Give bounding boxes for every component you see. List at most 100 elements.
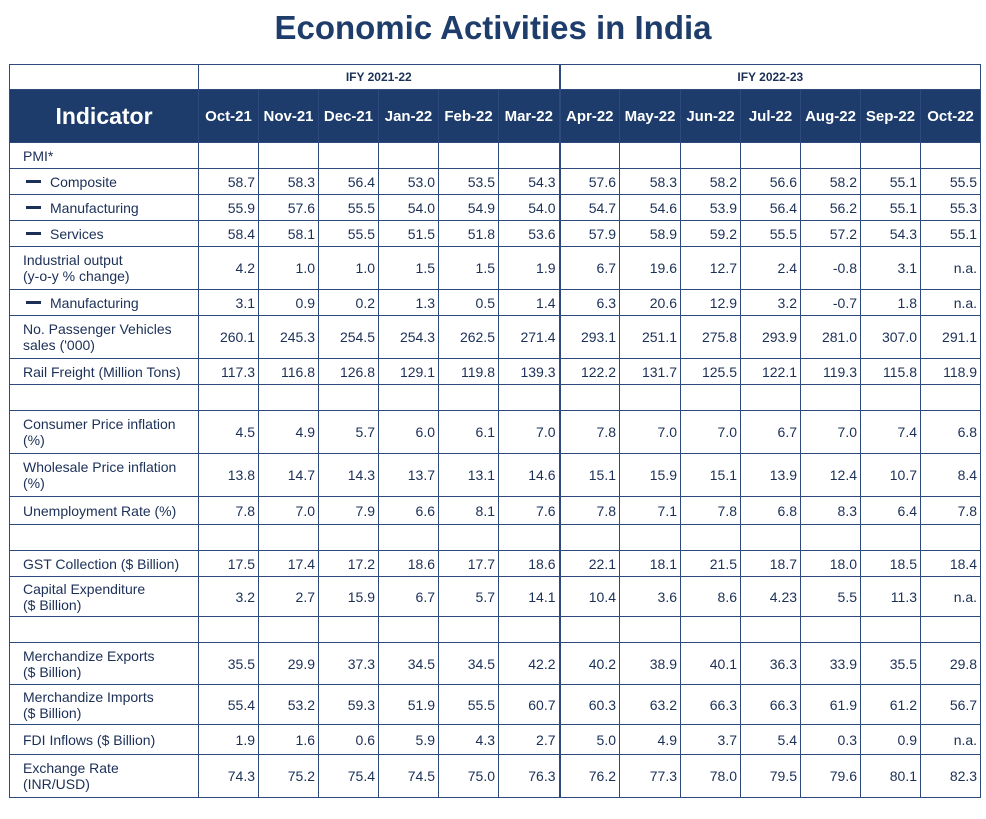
value-cell: n.a. bbox=[920, 246, 982, 290]
value-cell: 10.7 bbox=[860, 453, 922, 497]
value-cell: 59.2 bbox=[680, 220, 742, 247]
value-cell: 75.4 bbox=[318, 754, 379, 798]
row-label-text: Merchandize Imports bbox=[23, 688, 154, 705]
table-row: No. Passenger Vehicles sales ('000) 260.1 2… bbox=[9, 315, 982, 359]
value-cell: 0.3 bbox=[800, 724, 862, 755]
value-cell: 60.3 bbox=[558, 684, 621, 725]
value-cell: 1.6 bbox=[258, 724, 319, 755]
row-label: Composite bbox=[9, 168, 199, 195]
value-cell: 35.5 bbox=[860, 642, 922, 685]
month-header: Apr-22 bbox=[558, 89, 621, 143]
value-cell: 51.5 bbox=[378, 220, 439, 247]
value-cell: 129.1 bbox=[378, 358, 439, 385]
value-cell: 4.23 bbox=[740, 576, 802, 617]
table-row: Merchandize Imports ($ Billion) 55.4 53.2 59… bbox=[9, 684, 982, 725]
value-cell: 15.9 bbox=[619, 453, 682, 497]
value-cell: 2.7 bbox=[258, 576, 319, 617]
value-cell bbox=[800, 616, 862, 643]
value-cell: 66.3 bbox=[740, 684, 802, 725]
value-cell bbox=[378, 384, 439, 411]
value-cell: 14.1 bbox=[497, 576, 561, 617]
value-cell: 53.5 bbox=[438, 168, 499, 195]
value-cell bbox=[198, 616, 259, 643]
value-cell bbox=[740, 142, 802, 169]
group-ify-2022-23: IFY 2022-23 bbox=[558, 64, 982, 90]
value-cell: 254.5 bbox=[318, 315, 379, 359]
value-cell: 18.7 bbox=[740, 550, 802, 577]
value-cell: 40.1 bbox=[680, 642, 742, 685]
value-cell: 22.1 bbox=[558, 550, 621, 577]
value-cell: 6.1 bbox=[438, 410, 499, 454]
value-cell: 57.2 bbox=[800, 220, 862, 247]
value-cell: 76.3 bbox=[497, 754, 561, 798]
value-cell: 7.6 bbox=[497, 496, 561, 525]
value-cell: 14.3 bbox=[318, 453, 379, 497]
value-cell bbox=[860, 384, 922, 411]
table-row: Rail Freight (Million Tons) 117.3 116.8 126… bbox=[9, 358, 982, 385]
value-cell: 18.1 bbox=[619, 550, 682, 577]
value-cell: 54.9 bbox=[438, 194, 499, 221]
row-label: Rail Freight (Million Tons) bbox=[9, 358, 199, 385]
value-cell: 0.9 bbox=[258, 289, 319, 316]
row-label-unit: ($ Billion) bbox=[23, 596, 82, 613]
table-row: Manufacturing 55.9 57.6 55.5 54.0 54.9 54.0 54.… bbox=[9, 194, 982, 221]
value-cell: 5.4 bbox=[740, 724, 802, 755]
row-label: FDI Inflows ($ Billion) bbox=[9, 724, 199, 755]
page-title: Economic Activities in India bbox=[274, 9, 712, 46]
value-cell: 35.5 bbox=[198, 642, 259, 685]
dash-bullet-icon bbox=[26, 301, 41, 305]
value-cell: 6.8 bbox=[920, 410, 982, 454]
value-cell: 75.2 bbox=[258, 754, 319, 798]
row-label-unit: (%) bbox=[23, 475, 45, 491]
value-cell: 3.1 bbox=[860, 246, 922, 290]
value-cell bbox=[198, 384, 259, 411]
value-cell: 0.6 bbox=[318, 724, 379, 755]
value-cell bbox=[497, 524, 561, 551]
value-cell bbox=[318, 616, 379, 643]
row-label: Consumer Price inflation (%) bbox=[9, 410, 199, 454]
value-cell: 77.3 bbox=[619, 754, 682, 798]
value-cell: 56.6 bbox=[740, 168, 802, 195]
row-label-text: Manufacturing bbox=[50, 199, 139, 216]
value-cell: 53.6 bbox=[497, 220, 561, 247]
month-header: Dec-21 bbox=[318, 89, 379, 143]
value-cell: 13.7 bbox=[378, 453, 439, 497]
value-cell: 10.4 bbox=[558, 576, 621, 617]
value-cell: 7.9 bbox=[318, 496, 379, 525]
value-cell: 54.6 bbox=[619, 194, 682, 221]
value-cell: n.a. bbox=[920, 724, 982, 755]
value-cell: 36.3 bbox=[740, 642, 802, 685]
value-cell: 12.9 bbox=[680, 289, 742, 316]
value-cell: 17.2 bbox=[318, 550, 379, 577]
row-label-text: Capital Expenditure bbox=[23, 580, 146, 597]
value-cell: 8.6 bbox=[680, 576, 742, 617]
month-header: Jul-22 bbox=[740, 89, 802, 143]
value-cell bbox=[318, 142, 379, 169]
value-cell: 4.3 bbox=[438, 724, 499, 755]
value-cell: n.a. bbox=[920, 576, 982, 617]
value-cell: 1.3 bbox=[378, 289, 439, 316]
value-cell bbox=[740, 384, 802, 411]
value-cell: 1.5 bbox=[438, 246, 499, 290]
value-cell: 56.7 bbox=[920, 684, 982, 725]
value-cell: 34.5 bbox=[438, 642, 499, 685]
value-cell: 7.1 bbox=[619, 496, 682, 525]
value-cell: 122.1 bbox=[740, 358, 802, 385]
value-cell: 17.4 bbox=[258, 550, 319, 577]
value-cell bbox=[258, 142, 319, 169]
row-label-text: Unemployment Rate (%) bbox=[23, 502, 177, 519]
value-cell bbox=[680, 524, 742, 551]
value-cell: 56.4 bbox=[318, 168, 379, 195]
month-header: May-22 bbox=[619, 89, 682, 143]
value-cell: 0.5 bbox=[438, 289, 499, 316]
value-cell: 122.2 bbox=[558, 358, 621, 385]
value-cell bbox=[258, 616, 319, 643]
value-cell bbox=[318, 384, 379, 411]
value-cell: 13.8 bbox=[198, 453, 259, 497]
value-cell: 0.2 bbox=[318, 289, 379, 316]
value-cell: 78.0 bbox=[680, 754, 742, 798]
value-cell: 1.9 bbox=[198, 724, 259, 755]
value-cell: 18.6 bbox=[497, 550, 561, 577]
table-row: FDI Inflows ($ Billion) 1.9 1.6 0.6 5.9 4.3 2.… bbox=[9, 724, 982, 755]
table-row: Unemployment Rate (%) 7.8 7.0 7.9 6.6 8.1 7.6 7… bbox=[9, 496, 982, 525]
